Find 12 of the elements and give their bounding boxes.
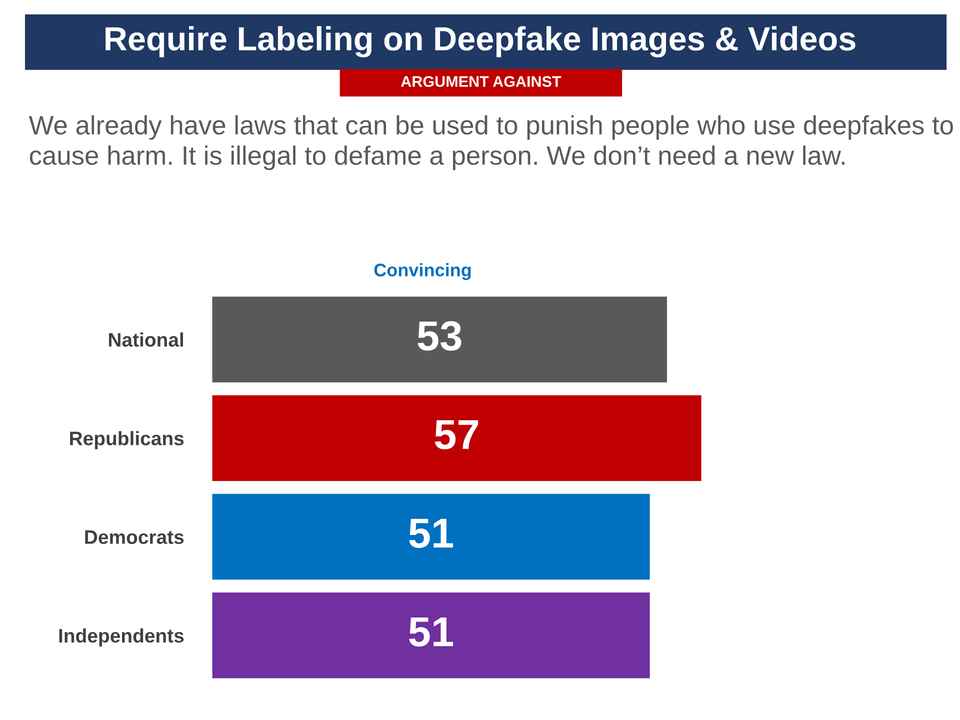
chart-title: Require Labeling on Deepfake Images & Videos (106, 26, 856, 58)
x-axis-title: Convincing (374, 263, 471, 280)
y-tick-label: Republicans (70, 431, 184, 450)
data-label: 57 (434, 420, 478, 450)
text: We already have laws that can be used to punish people who use deepfakes to cause harm. It is illegal to defame a person. We don’t need a new law. (28, 115, 953, 170)
chart-subtitle: ARGUMENT AGAINST (400, 76, 562, 87)
data-label: 51 (409, 618, 453, 647)
data-label: 51 (409, 518, 453, 548)
y-tick-label: National (108, 332, 184, 347)
y-tick-label: Democrats (85, 530, 184, 544)
y-tick-label: Independents (59, 628, 184, 646)
data-label: 53 (418, 321, 462, 351)
